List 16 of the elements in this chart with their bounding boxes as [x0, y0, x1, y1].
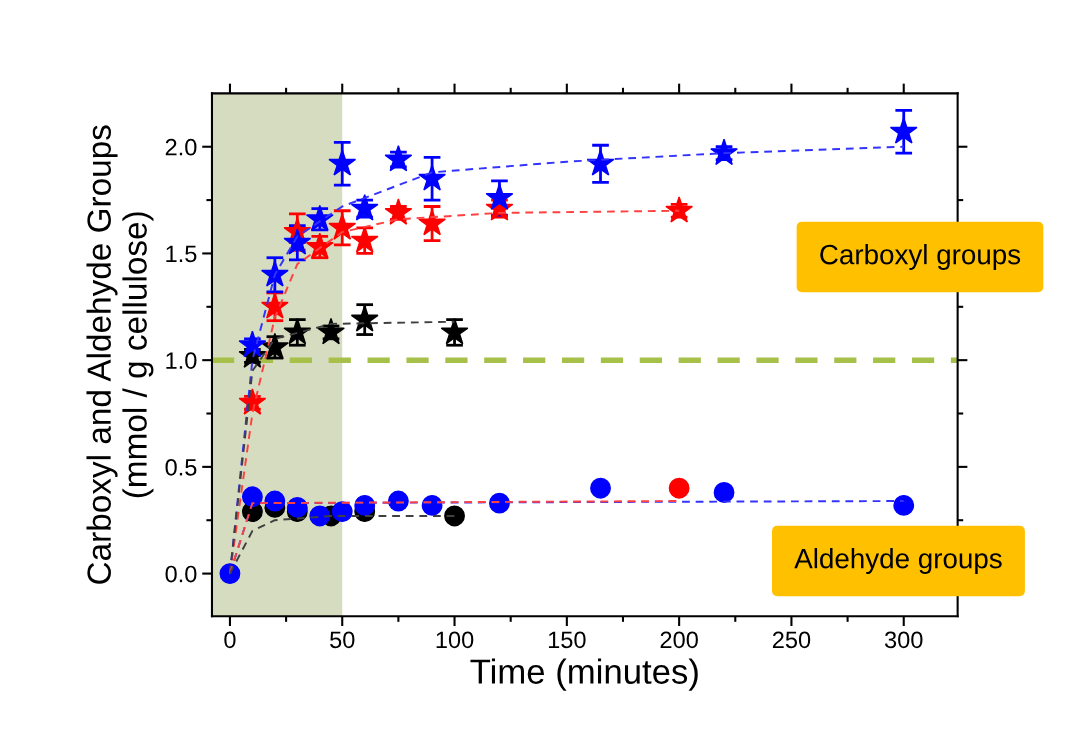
y-axis-title: Carboxyl and Aldehyde Groups (mmol / g cellulose): [86, 125, 154, 584]
annotation: Carboxyl groups: [820, 244, 1021, 270]
x-axis-title: Time (minutes): [470, 658, 698, 691]
annotation: Aldehyde groups: [794, 548, 1002, 574]
x-tick-label: 0: [224, 631, 236, 649]
y-tick-label: 1.0: [166, 352, 197, 369]
x-tick-label: 150: [548, 631, 586, 649]
x-tick-label: 200: [660, 631, 698, 649]
x-tick-label: 50: [330, 631, 355, 649]
y-tick-label: 0.0: [165, 565, 197, 583]
y-tick-label: 2.0: [165, 138, 197, 156]
x-tick-label: 100: [436, 631, 474, 649]
y-tick-label: 0.5: [165, 458, 197, 476]
x-tick-label: 300: [884, 631, 923, 649]
y-tick-label: 1.5: [166, 245, 197, 263]
x-tick-label: 250: [772, 631, 811, 649]
